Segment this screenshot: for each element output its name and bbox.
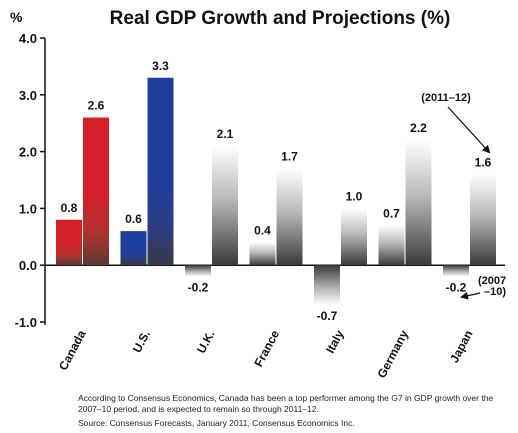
- y-tick-label: 2.0: [19, 145, 37, 160]
- value-label: -0.7: [317, 309, 338, 323]
- category-label: Germany: [374, 328, 411, 381]
- bar-us-2007-10: [120, 231, 147, 266]
- category-label: Italy: [323, 328, 347, 356]
- period-label-line1: (2007: [478, 275, 506, 287]
- category-label: U.S.: [130, 328, 153, 355]
- bar-italy-2007-10: [314, 265, 340, 305]
- bar-canada-2007-10: [56, 219, 82, 266]
- bar-germany-2011-12: [405, 140, 432, 266]
- bar-germany-2007-10: [378, 225, 405, 266]
- bars: [56, 77, 496, 305]
- value-label: 3.3: [152, 59, 169, 73]
- y-tick-label: 0.0: [19, 258, 37, 273]
- bar-us-2011-12: [147, 77, 174, 266]
- y-tick-label: 1.0: [19, 201, 37, 216]
- y-tick-label: -1.0: [15, 315, 37, 330]
- value-label: 1.6: [475, 155, 492, 169]
- source-note: Source: Consensus Forecasts, January 201…: [78, 418, 355, 428]
- value-label: 1.7: [281, 150, 298, 164]
- value-label: -0.2: [188, 281, 209, 295]
- bar-france-2007-10: [249, 242, 276, 266]
- bar-uk-2011-12: [212, 145, 238, 266]
- chart-title: Real GDP Growth and Projections (%): [110, 8, 451, 29]
- bar-italy-2011-12: [341, 208, 367, 266]
- category-label: Japan: [447, 328, 476, 365]
- projection-label: (2011–12): [421, 92, 471, 104]
- bar-uk-2007-10: [185, 265, 211, 277]
- category-label: France: [251, 328, 282, 370]
- bar-canada-2011-12: [83, 117, 109, 266]
- category-label: Canada: [56, 328, 89, 373]
- value-label: 0.4: [254, 223, 271, 237]
- value-label: 0.7: [383, 206, 400, 220]
- bar-france-2011-12: [276, 168, 303, 266]
- value-label: 2.1: [217, 127, 234, 141]
- bar-japan-2007-10: [443, 265, 469, 277]
- value-label: 0.8: [61, 201, 78, 215]
- category-label: U.K.: [194, 328, 218, 356]
- footnote: According to Consensus Economics, Canada…: [78, 393, 494, 414]
- projection-arrow: [447, 106, 491, 154]
- unit-label: %: [10, 9, 23, 25]
- value-label: 2.2: [410, 121, 427, 135]
- value-label: 2.6: [88, 99, 105, 113]
- period-label-line2: –10): [484, 286, 506, 298]
- y-tick-label: 3.0: [19, 88, 37, 103]
- y-tick-label: 4.0: [19, 31, 37, 46]
- value-label: -0.2: [446, 281, 467, 295]
- period-arrow: [460, 291, 481, 300]
- value-label: 1.0: [346, 189, 363, 203]
- bar-japan-2011-12: [470, 174, 496, 266]
- projection-annotation: (2011–12): [421, 92, 491, 154]
- value-label: 0.6: [125, 212, 142, 226]
- period-annotation: (2007 –10): [460, 275, 506, 300]
